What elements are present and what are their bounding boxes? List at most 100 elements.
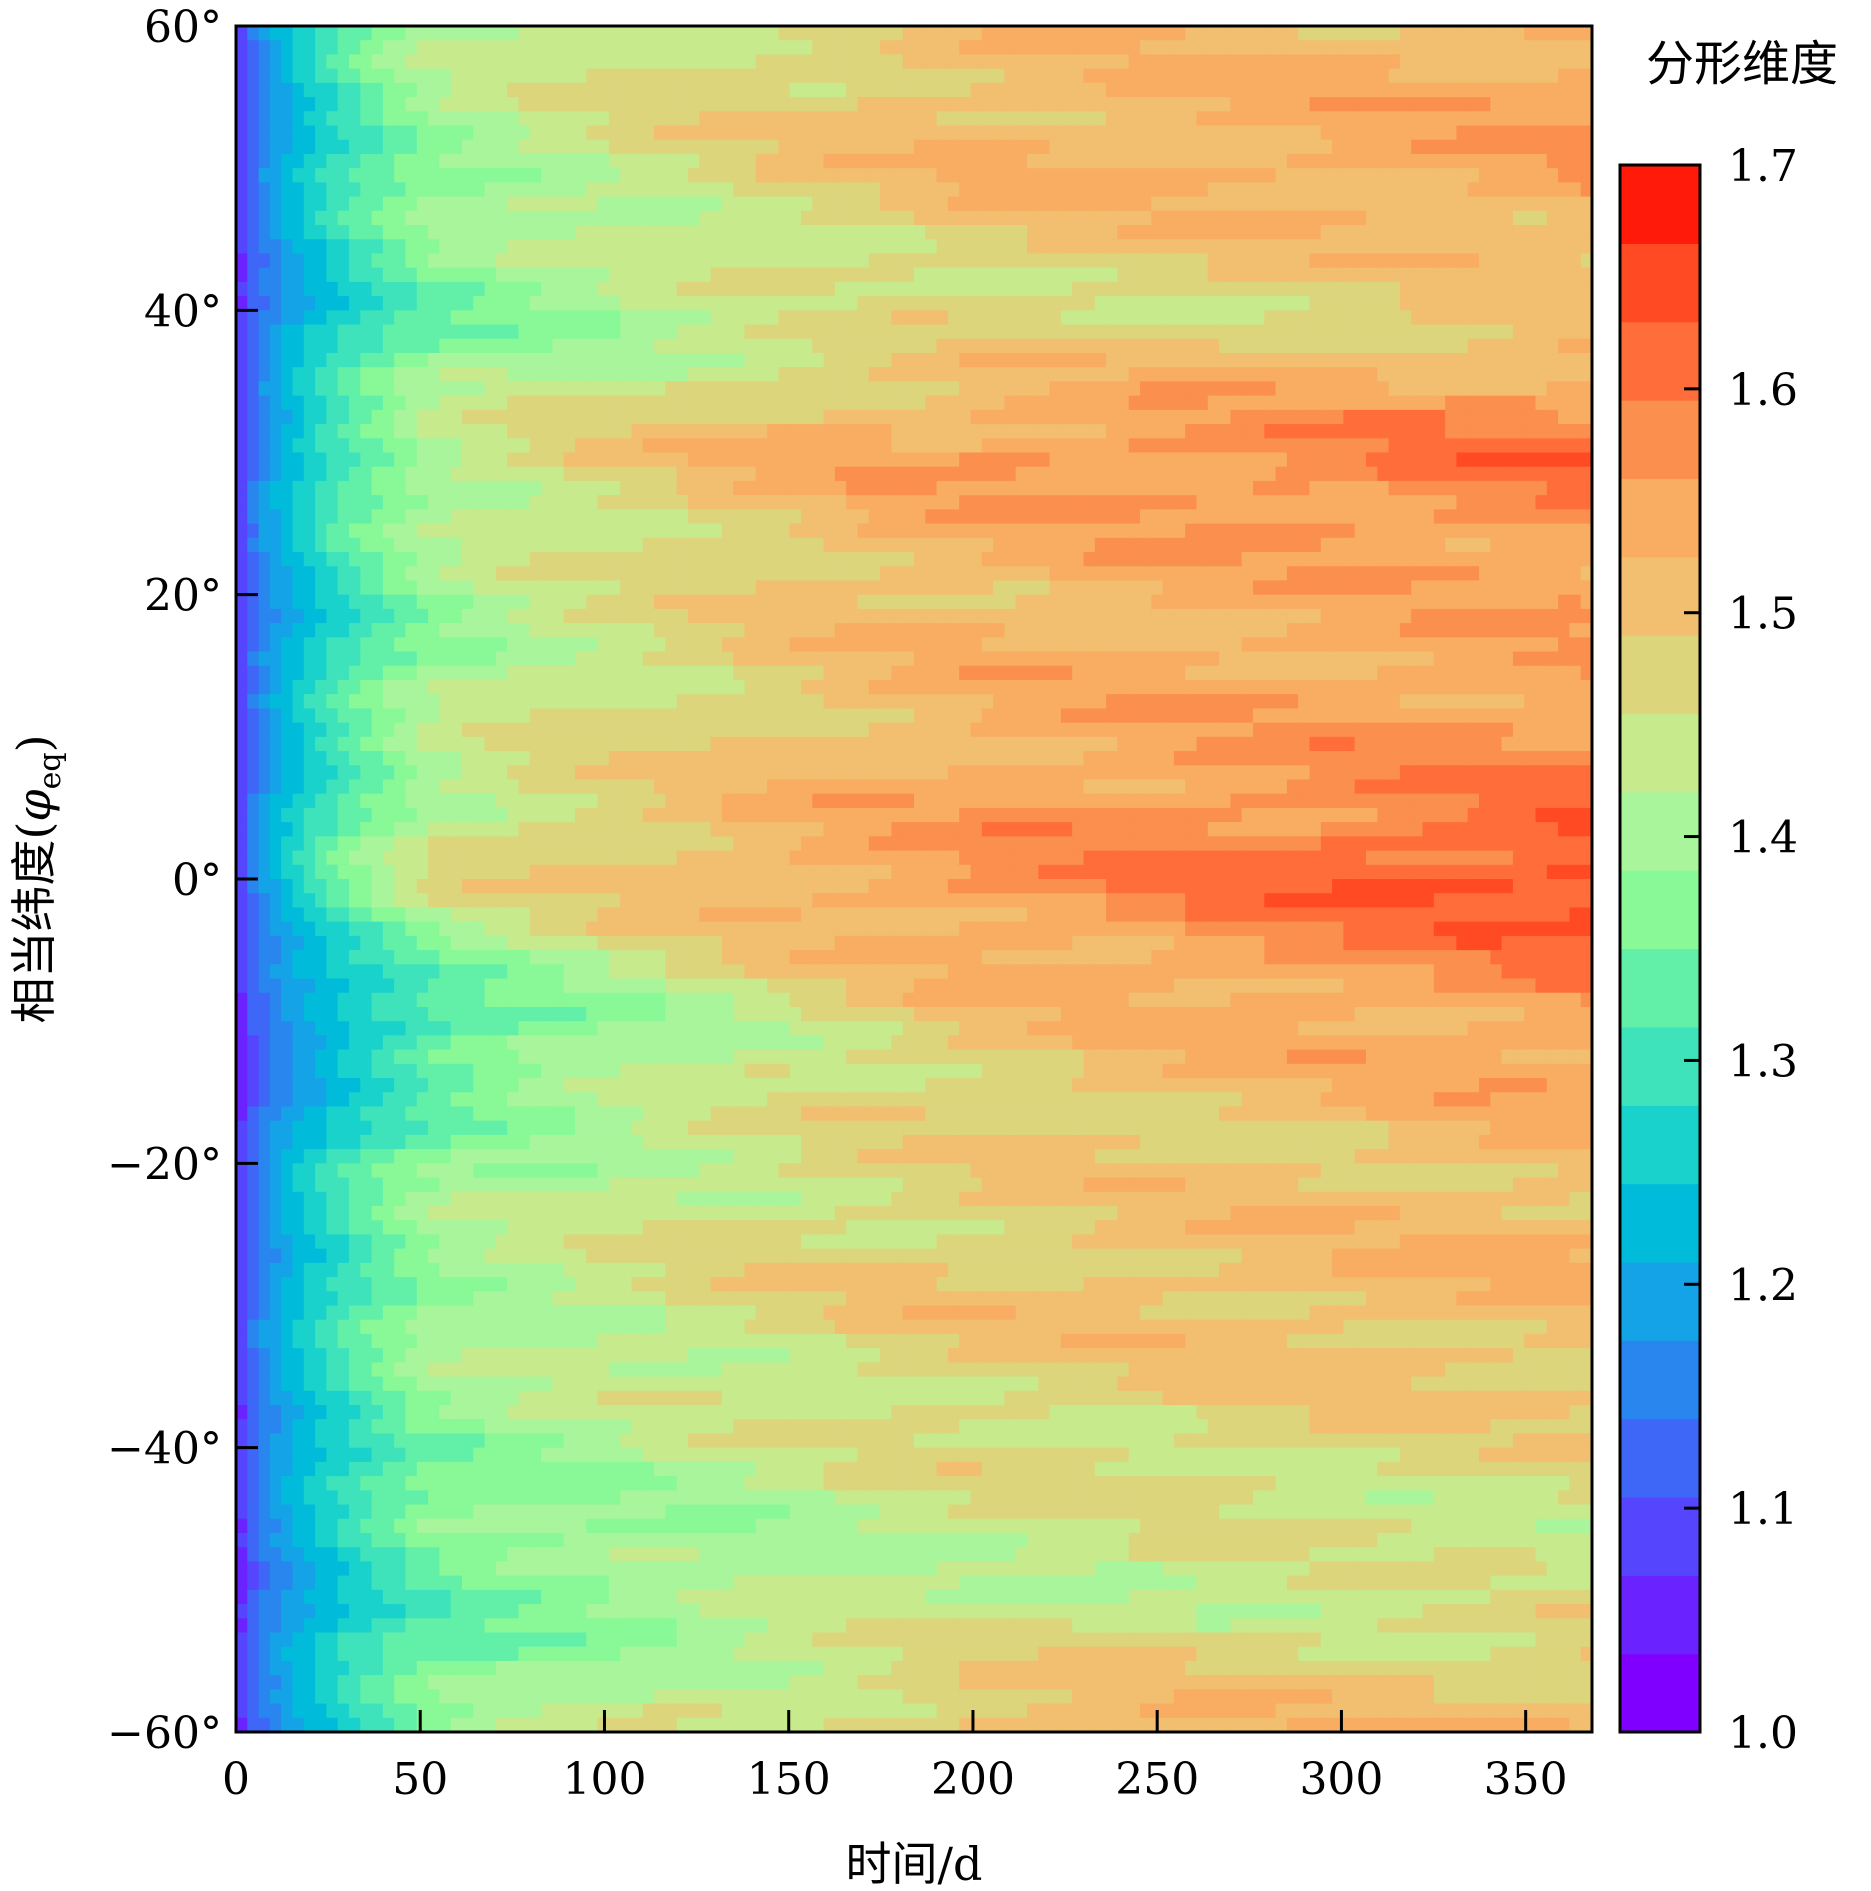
heatmap-cell — [360, 722, 373, 738]
heatmap-cell — [541, 168, 554, 184]
heatmap-cell — [405, 1134, 418, 1150]
heatmap-cell — [552, 1234, 565, 1250]
heatmap-cell — [676, 1120, 689, 1136]
heatmap-cell — [269, 708, 282, 724]
heatmap-cell — [563, 1604, 576, 1620]
heatmap-cell — [529, 580, 542, 596]
heatmap-cell — [688, 1547, 701, 1563]
heatmap-cell — [247, 1262, 260, 1278]
heatmap-cell — [315, 480, 328, 496]
heatmap-cell — [326, 1575, 339, 1591]
heatmap-cell — [303, 168, 316, 184]
heatmap-cell — [394, 1362, 407, 1378]
heatmap-cell — [597, 679, 610, 695]
heatmap-cell — [382, 793, 395, 809]
heatmap-cell — [416, 225, 429, 241]
heatmap-cell — [382, 580, 395, 596]
heatmap-cell — [575, 992, 588, 1008]
heatmap-cell — [450, 1205, 463, 1221]
heatmap-cell — [484, 1390, 497, 1406]
heatmap-cell — [247, 1220, 260, 1236]
heatmap-cell — [349, 409, 362, 425]
heatmap-cell — [620, 1035, 633, 1051]
heatmap-cell — [337, 1163, 350, 1179]
heatmap-cell — [665, 1149, 678, 1165]
heatmap-cell — [620, 82, 633, 98]
heatmap-cell — [665, 495, 678, 511]
heatmap-cell — [642, 935, 655, 951]
heatmap-cell — [676, 864, 689, 880]
heatmap-cell — [394, 1504, 407, 1520]
heatmap-cell — [439, 1177, 452, 1193]
heatmap-cell — [326, 1319, 339, 1335]
heatmap-cell — [349, 1589, 362, 1605]
heatmap-cell — [688, 1561, 701, 1577]
heatmap-cell — [450, 54, 463, 70]
heatmap-cell — [371, 1717, 384, 1732]
heatmap-cell — [315, 54, 328, 70]
heatmap-cell — [236, 1220, 249, 1236]
heatmap-cell — [269, 409, 282, 425]
heatmap-cell — [349, 509, 362, 525]
heatmap-cell — [258, 651, 271, 667]
heatmap-cell — [360, 552, 373, 568]
heatmap-cell — [608, 225, 621, 241]
heatmap-cell — [394, 1277, 407, 1293]
heatmap-cell — [394, 1063, 407, 1079]
heatmap-cell — [236, 1021, 249, 1037]
heatmap-cell — [394, 623, 407, 639]
heatmap-cell — [495, 1675, 508, 1691]
heatmap-cell — [462, 637, 475, 653]
heatmap-cell — [541, 1291, 554, 1307]
heatmap-cell — [563, 807, 576, 823]
heatmap-cell — [665, 893, 678, 909]
heatmap-cell — [360, 1447, 373, 1463]
heatmap-cell — [597, 267, 610, 283]
heatmap-cell — [507, 1319, 520, 1335]
heatmap-cell — [495, 736, 508, 752]
heatmap-cell — [247, 580, 260, 596]
heatmap-cell — [450, 879, 463, 895]
heatmap-cell — [518, 196, 531, 212]
heatmap-cell — [529, 438, 542, 454]
heatmap-cell — [439, 822, 452, 838]
heatmap-cell — [597, 281, 610, 297]
heatmap-cell — [439, 139, 452, 155]
heatmap-cell — [518, 964, 531, 980]
heatmap-cell — [541, 367, 554, 383]
heatmap-cell — [349, 68, 362, 84]
heatmap-cell — [439, 594, 452, 610]
heatmap-cell — [236, 1419, 249, 1435]
heatmap-cell — [450, 1277, 463, 1293]
heatmap-cell — [541, 1504, 554, 1520]
heatmap-cell — [631, 1063, 644, 1079]
heatmap-cell — [541, 1362, 554, 1378]
heatmap-cell — [688, 793, 701, 809]
heatmap-cell — [450, 694, 463, 710]
heatmap-cell — [371, 1362, 384, 1378]
heatmap-cell — [484, 1476, 497, 1492]
heatmap-cell — [303, 1561, 316, 1577]
heatmap-cell — [608, 822, 621, 838]
heatmap-cell — [586, 594, 599, 610]
heatmap-cell — [608, 1518, 621, 1534]
heatmap-cell — [541, 111, 554, 127]
heatmap-cell — [303, 125, 316, 141]
heatmap-cell — [507, 850, 520, 866]
heatmap-cell — [563, 1063, 576, 1079]
heatmap-cell — [597, 54, 610, 70]
heatmap-cell — [292, 1561, 305, 1577]
heatmap-cell — [620, 523, 633, 539]
heatmap-cell — [303, 736, 316, 752]
heatmap-cell — [337, 1717, 350, 1732]
heatmap-cell — [371, 1049, 384, 1065]
heatmap-cell — [654, 1049, 667, 1065]
heatmap-cell — [382, 239, 395, 255]
heatmap-cell — [416, 139, 429, 155]
heatmap-cell — [303, 580, 316, 596]
heatmap-cell — [258, 935, 271, 951]
heatmap-cell — [507, 1376, 520, 1392]
heatmap-cell — [405, 352, 418, 368]
heatmap-cell — [315, 1461, 328, 1477]
heatmap-cell — [563, 1419, 576, 1435]
